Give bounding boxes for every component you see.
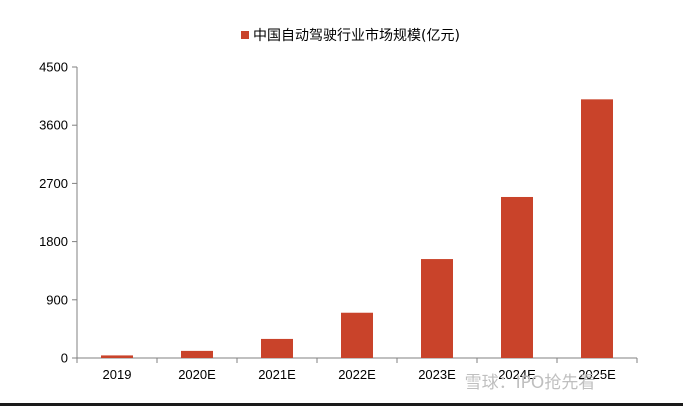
x-tick-label: 2023E [418, 367, 456, 382]
legend-swatch [241, 31, 249, 39]
watermark: 雪球：IPO抢先看 [465, 373, 596, 393]
x-tick-label: 2019 [103, 367, 132, 382]
y-tick-label: 0 [61, 351, 68, 366]
y-tick-label: 3600 [39, 118, 68, 133]
x-tick-label: 2022E [338, 367, 376, 382]
bar [181, 350, 213, 358]
y-tick-label: 2700 [39, 176, 68, 191]
bar [101, 355, 133, 358]
bar [261, 338, 293, 358]
bar [421, 259, 453, 358]
bar [501, 196, 533, 358]
y-tick-label: 900 [46, 292, 68, 307]
legend-label: 中国自动驾驶行业市场规模(亿元) [253, 27, 460, 44]
y-tick-label: 4500 [39, 60, 68, 75]
x-tick-label: 2021E [258, 367, 296, 382]
x-tick-label: 2025E [578, 367, 616, 382]
y-axis: 0 900 1800 2700 3600 4500 [39, 60, 78, 366]
y-tick-label: 1800 [39, 234, 68, 249]
bottom-rule [0, 403, 683, 406]
bar [341, 312, 373, 358]
legend: 中国自动驾驶行业市场规模(亿元) [241, 27, 460, 44]
bars [101, 99, 613, 358]
x-tick-label: 2024E [498, 367, 536, 382]
x-axis: 2019 2020E 2021E 2022E 2023E 2024E 2025E [76, 357, 638, 382]
x-tick-label: 2020E [178, 367, 216, 382]
bar [581, 99, 613, 358]
